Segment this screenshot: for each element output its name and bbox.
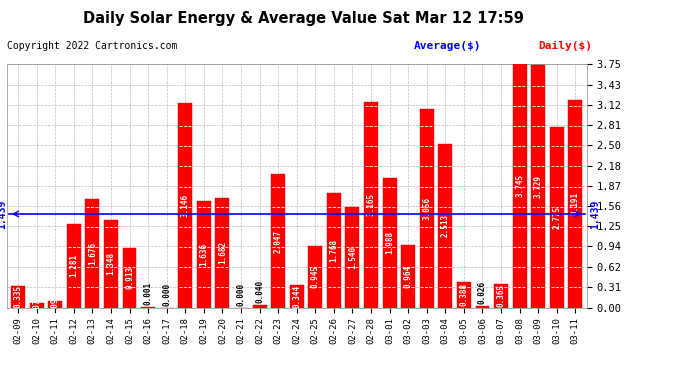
Text: 1.281: 1.281 xyxy=(69,254,78,278)
Text: Average($): Average($) xyxy=(414,41,482,51)
Text: 0.026: 0.026 xyxy=(478,281,487,304)
Bar xyxy=(178,103,193,308)
Text: 3.191: 3.191 xyxy=(571,192,580,215)
Bar xyxy=(30,303,43,307)
Bar xyxy=(327,193,341,308)
Bar xyxy=(290,285,304,308)
Text: 0.040: 0.040 xyxy=(255,280,264,303)
Text: 3.165: 3.165 xyxy=(366,193,375,216)
Bar xyxy=(104,220,118,308)
Text: 0.000: 0.000 xyxy=(237,282,246,306)
Text: 3.146: 3.146 xyxy=(181,194,190,217)
Bar xyxy=(401,245,415,308)
Bar xyxy=(475,306,489,308)
Bar xyxy=(420,109,434,308)
Bar xyxy=(67,224,81,308)
Bar xyxy=(457,282,471,308)
Text: 0.388: 0.388 xyxy=(460,284,469,306)
Text: 3.056: 3.056 xyxy=(422,196,431,220)
Text: 2.513: 2.513 xyxy=(441,214,450,237)
Text: 1.988: 1.988 xyxy=(385,231,394,255)
Text: Copyright 2022 Cartronics.com: Copyright 2022 Cartronics.com xyxy=(7,41,177,51)
Text: 0.344: 0.344 xyxy=(292,285,302,308)
Text: 0.365: 0.365 xyxy=(497,284,506,307)
Bar xyxy=(513,64,526,308)
Text: 0.335: 0.335 xyxy=(14,285,23,308)
Bar xyxy=(531,65,545,308)
Bar xyxy=(550,127,564,308)
Bar xyxy=(215,198,229,308)
Bar xyxy=(48,302,62,307)
Bar xyxy=(569,100,582,308)
Text: 0.945: 0.945 xyxy=(310,265,319,288)
Bar xyxy=(86,198,99,308)
Text: 1.768: 1.768 xyxy=(329,238,338,262)
Bar xyxy=(197,201,210,308)
Text: 1.676: 1.676 xyxy=(88,242,97,265)
Text: 0.070: 0.070 xyxy=(32,294,41,317)
Text: 0.094: 0.094 xyxy=(50,293,60,316)
Text: 3.729: 3.729 xyxy=(533,175,543,198)
Bar xyxy=(11,286,25,308)
Bar xyxy=(494,284,508,308)
Text: 1.439: 1.439 xyxy=(0,199,7,229)
Bar xyxy=(253,305,266,308)
Text: 0.913: 0.913 xyxy=(125,266,134,290)
Text: Daily Solar Energy & Average Value Sat Mar 12 17:59: Daily Solar Energy & Average Value Sat M… xyxy=(83,11,524,26)
Bar xyxy=(271,174,285,308)
Text: 1.636: 1.636 xyxy=(199,243,208,266)
Text: 1.439: 1.439 xyxy=(590,199,600,229)
Text: 3.745: 3.745 xyxy=(515,174,524,197)
Bar xyxy=(438,144,452,308)
Bar xyxy=(383,178,397,308)
Bar xyxy=(308,246,322,308)
Text: 0.001: 0.001 xyxy=(144,282,152,306)
Text: 2.775: 2.775 xyxy=(552,206,561,229)
Bar xyxy=(346,207,359,308)
Text: 2.047: 2.047 xyxy=(274,230,283,252)
Bar xyxy=(364,102,378,308)
Text: Daily($): Daily($) xyxy=(538,41,592,51)
Text: 0.000: 0.000 xyxy=(162,282,171,306)
Text: 1.348: 1.348 xyxy=(106,252,115,275)
Text: 0.964: 0.964 xyxy=(404,265,413,288)
Text: 1.682: 1.682 xyxy=(218,241,227,264)
Bar xyxy=(123,248,137,308)
Text: 1.540: 1.540 xyxy=(348,246,357,269)
